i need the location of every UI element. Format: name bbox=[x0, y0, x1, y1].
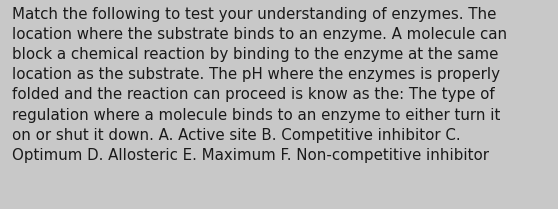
Text: Match the following to test your understanding of enzymes. The
location where th: Match the following to test your underst… bbox=[12, 7, 507, 163]
